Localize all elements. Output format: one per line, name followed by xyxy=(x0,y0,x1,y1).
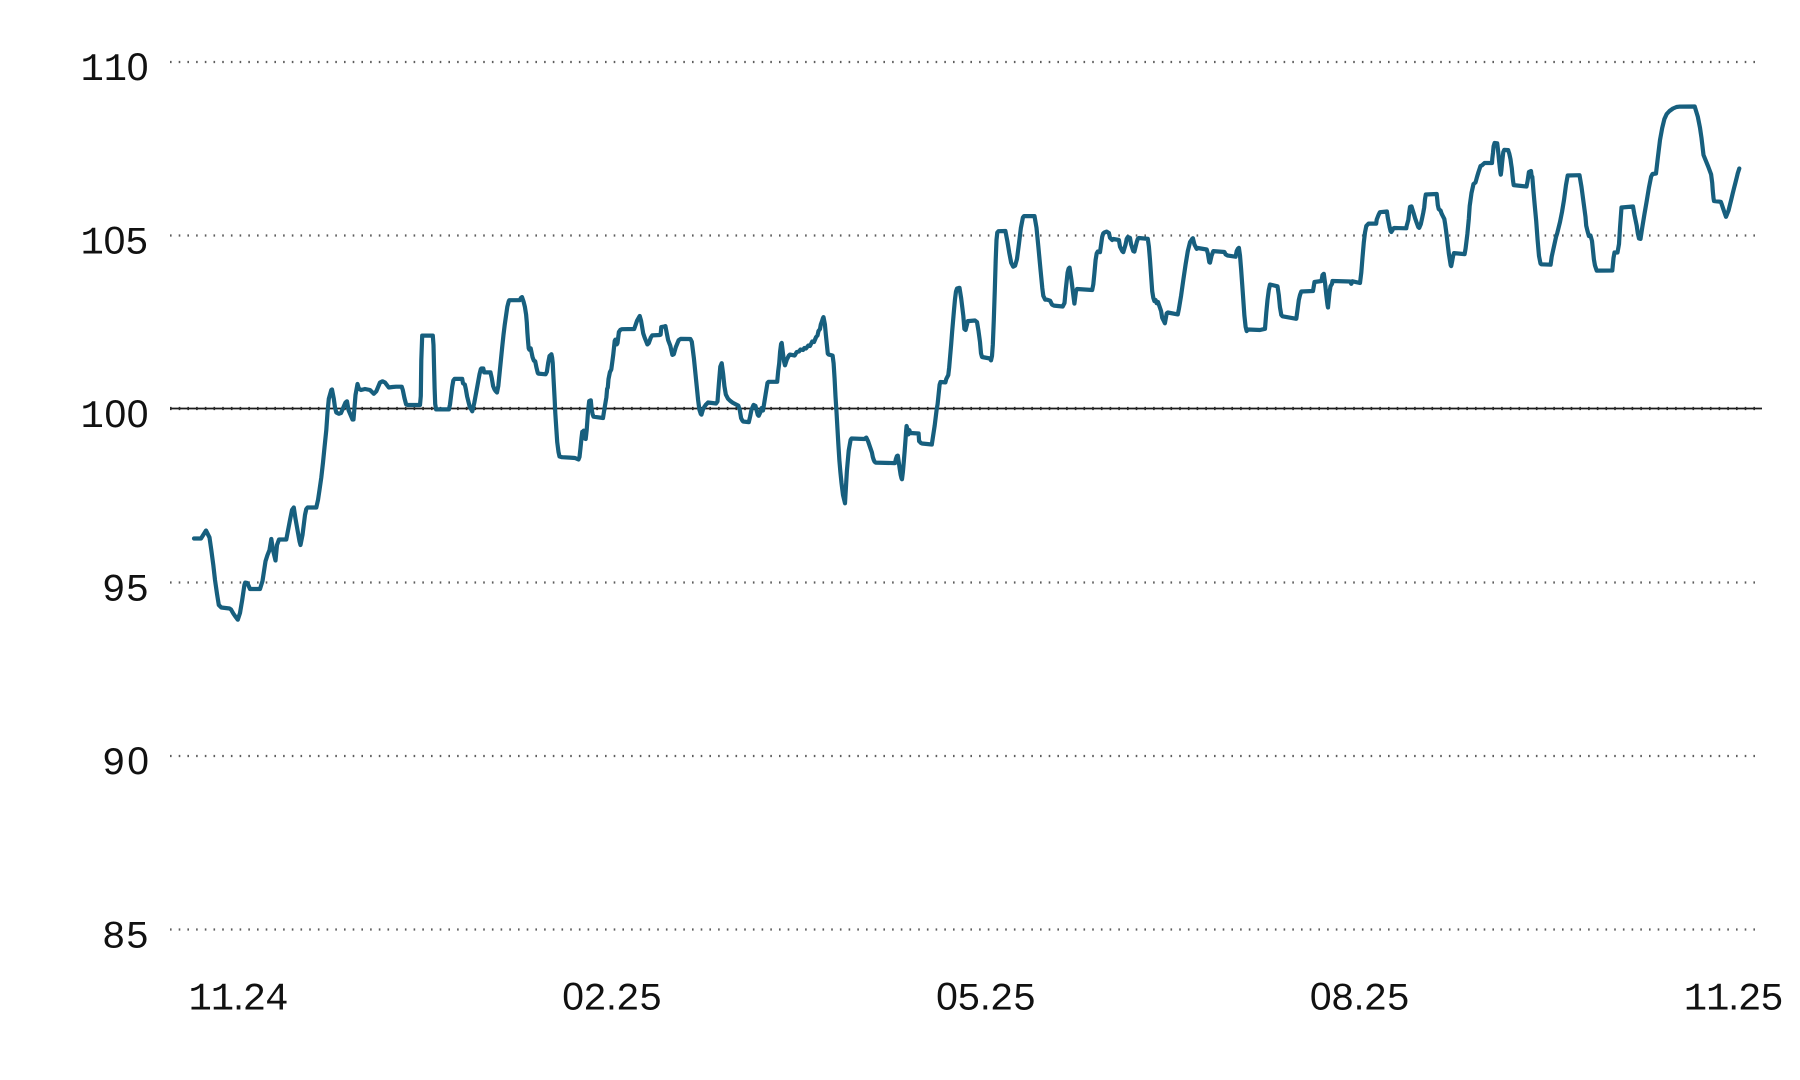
svg-text:02.25: 02.25 xyxy=(562,975,662,1021)
svg-text:100: 100 xyxy=(81,393,149,439)
svg-text:85: 85 xyxy=(102,916,149,960)
svg-text:05.25: 05.25 xyxy=(936,975,1036,1021)
svg-text:11.24: 11.24 xyxy=(189,975,289,1021)
svg-text:95: 95 xyxy=(102,569,149,613)
svg-text:105: 105 xyxy=(81,220,149,266)
svg-text:110: 110 xyxy=(81,46,149,92)
svg-text:08.25: 08.25 xyxy=(1310,975,1410,1021)
svg-text:90: 90 xyxy=(102,740,149,786)
svg-text:11.25: 11.25 xyxy=(1684,975,1784,1021)
